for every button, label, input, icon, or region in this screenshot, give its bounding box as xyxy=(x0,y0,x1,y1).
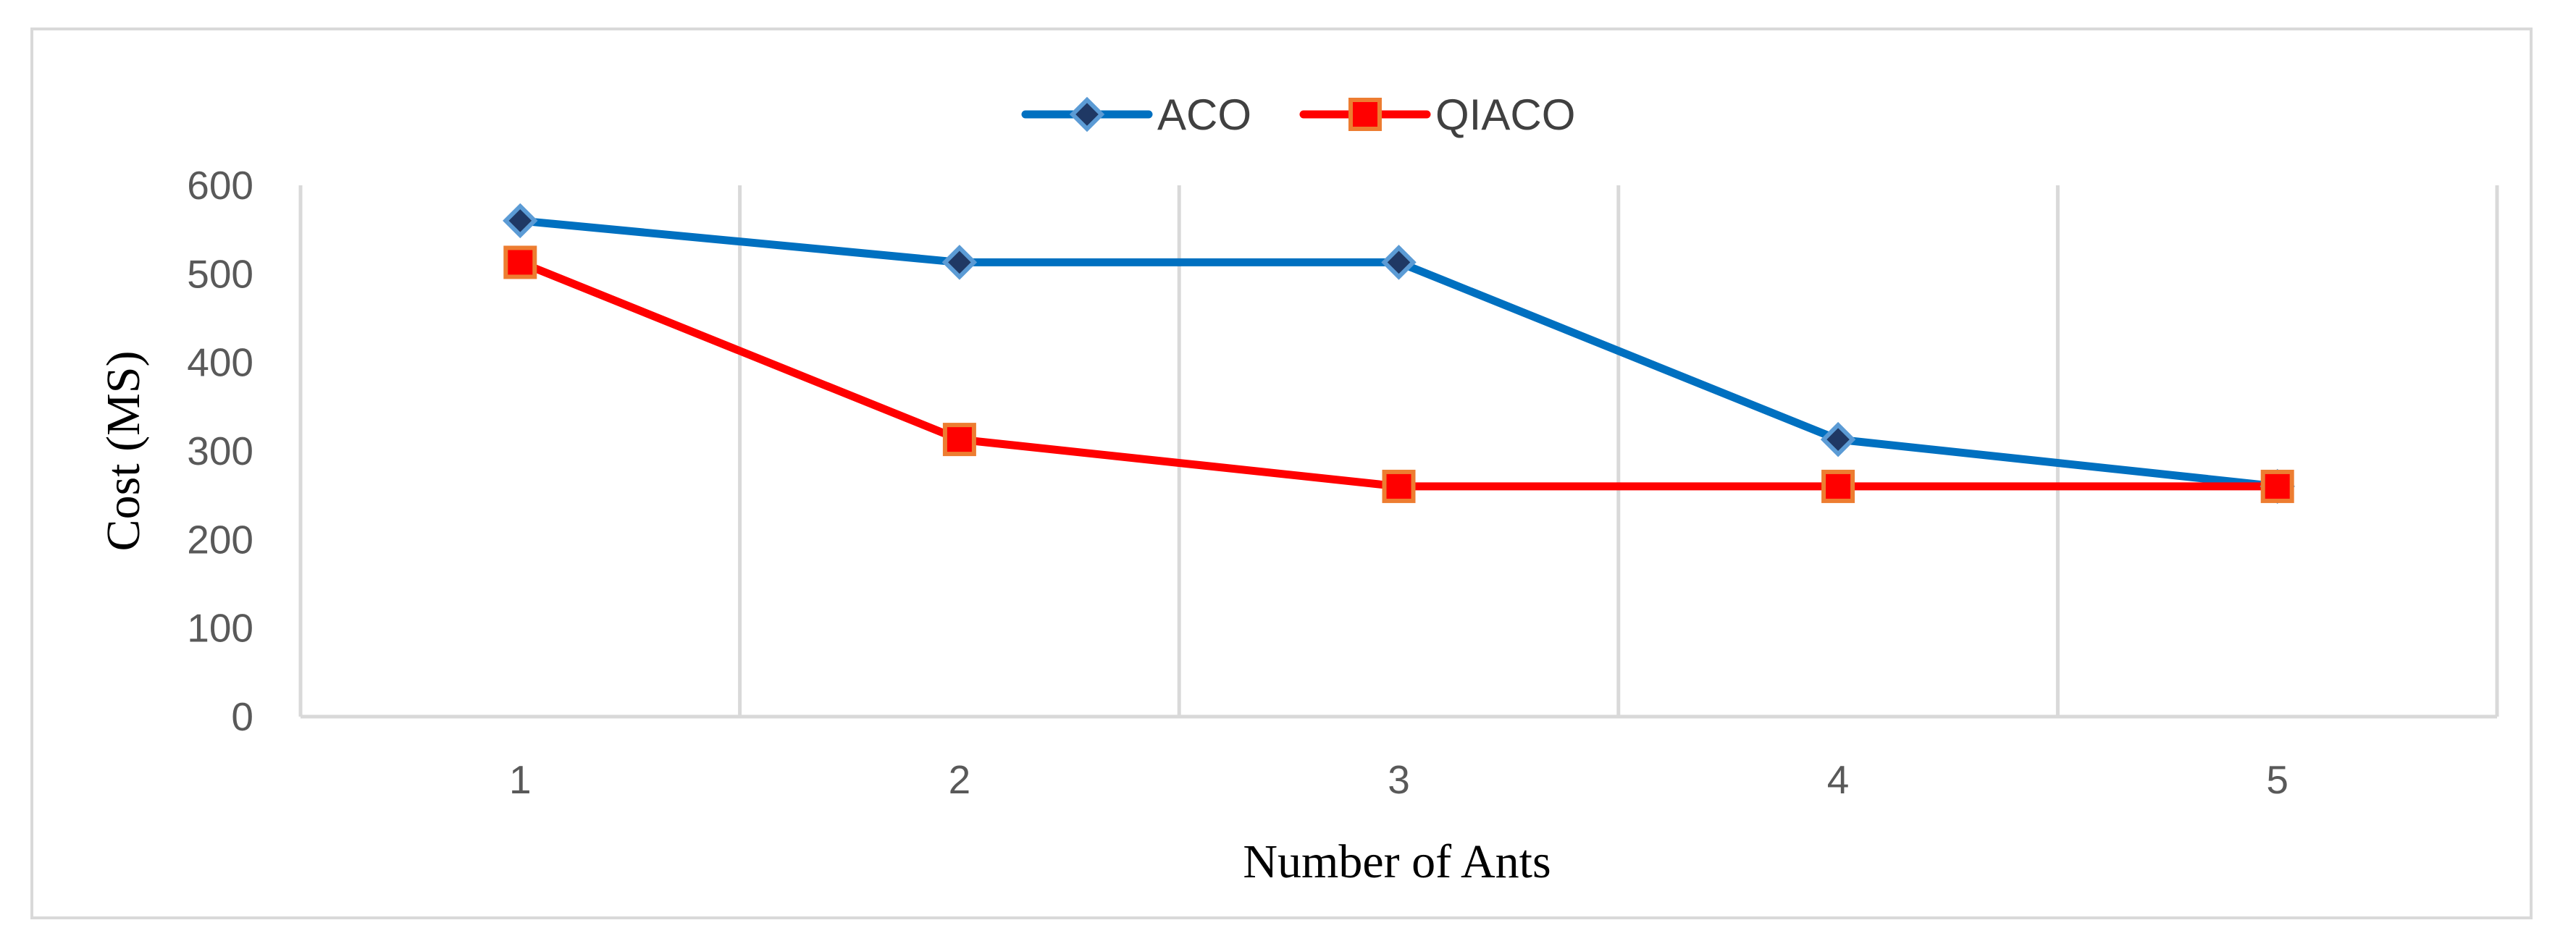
y-tick-label: 600 xyxy=(187,163,253,208)
y-tick-label: 0 xyxy=(231,694,253,739)
legend-label-aco: ACO xyxy=(1157,90,1251,139)
data-point-aco xyxy=(941,245,978,280)
x-tick-labels: 1 2 3 4 5 xyxy=(509,757,2288,802)
data-point-aco xyxy=(503,203,538,239)
x-axis-title: Number of Ants xyxy=(1243,835,1551,888)
x-tick-label: 3 xyxy=(1388,757,1410,802)
data-point-qiaco xyxy=(942,423,976,457)
x-tick-label: 4 xyxy=(1827,757,1850,802)
y-tick-label: 400 xyxy=(187,340,253,385)
y-tick-labels: 0 100 200 300 400 500 600 xyxy=(187,163,253,739)
y-tick-label: 500 xyxy=(187,251,253,296)
data-point-aco xyxy=(1820,421,1856,457)
y-tick-label: 100 xyxy=(187,606,253,651)
series-markers xyxy=(503,203,2295,505)
data-point-qiaco xyxy=(503,245,537,279)
data-point-qiaco xyxy=(1821,469,1855,503)
y-axis-title: Cost (MS) xyxy=(97,351,150,552)
legend-label-qiaco: QIACO xyxy=(1435,90,1575,139)
legend: ACO QIACO xyxy=(1021,90,1575,139)
y-tick-label: 300 xyxy=(187,429,253,473)
x-tick-label: 2 xyxy=(949,757,971,802)
gridlines xyxy=(298,185,2499,717)
data-point-qiaco xyxy=(2260,469,2294,503)
legend-marker-aco xyxy=(1069,96,1105,132)
data-point-qiaco xyxy=(1382,469,1416,503)
x-tick-label: 1 xyxy=(509,757,532,802)
x-tick-label: 5 xyxy=(2266,757,2288,802)
series-line-qiaco xyxy=(516,258,2282,491)
y-tick-label: 200 xyxy=(187,517,253,562)
legend-marker-qiaco xyxy=(1348,98,1382,131)
data-point-aco xyxy=(1381,245,1417,280)
